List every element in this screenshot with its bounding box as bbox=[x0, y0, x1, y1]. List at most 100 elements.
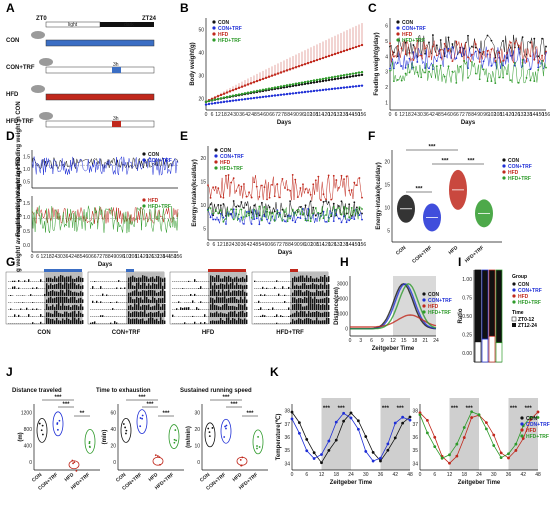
actogram-bar bbox=[50, 296, 52, 303]
panelI-bar-zt0 bbox=[481, 338, 489, 363]
actogram-bar bbox=[172, 314, 174, 317]
actogram-bar bbox=[312, 282, 314, 289]
panelK-right-ytick: 35 bbox=[412, 448, 418, 454]
actogram-bar bbox=[178, 301, 180, 303]
panelH-curve bbox=[350, 283, 437, 330]
actogram-bar bbox=[124, 287, 126, 289]
panelJ-point bbox=[125, 429, 128, 432]
actogram-bar bbox=[76, 277, 78, 282]
panelJ-category: CON bbox=[31, 472, 44, 484]
panelB-xtick: 0 bbox=[205, 112, 208, 118]
panelF-ylabel: Energy-intake(kcal/day) bbox=[376, 162, 382, 229]
group-label-3: HFD+TRF bbox=[6, 119, 34, 125]
actogram-bar bbox=[164, 320, 166, 324]
actogram-bar bbox=[318, 278, 320, 282]
actogram-bar bbox=[328, 289, 330, 296]
actogram-bar bbox=[96, 300, 98, 303]
panelH-xtick: 21 bbox=[422, 338, 428, 344]
actogram-bar bbox=[308, 284, 310, 289]
actogram-bar bbox=[314, 278, 316, 282]
actogram-bar bbox=[76, 319, 78, 324]
actogram-bar bbox=[164, 296, 166, 303]
actogram-bar bbox=[24, 280, 26, 282]
actogram-bar bbox=[224, 291, 226, 296]
actogram-bar bbox=[152, 282, 154, 289]
actogram-bar bbox=[128, 311, 130, 317]
actogram-bar bbox=[242, 299, 244, 303]
panelJ-category: CON bbox=[115, 472, 128, 484]
panelI-time-swatch bbox=[512, 323, 516, 327]
panelI-legend-item: CON bbox=[518, 282, 530, 288]
panelC-legend-item: CON bbox=[402, 20, 414, 26]
actogram-bar bbox=[214, 304, 216, 310]
actogram-bar bbox=[280, 315, 282, 317]
panelC-xtick: 108 bbox=[494, 112, 503, 118]
actogram-bar bbox=[162, 304, 164, 310]
panelB-series-contrf bbox=[205, 85, 363, 105]
actogram-bar bbox=[228, 289, 230, 296]
actogram-bar bbox=[158, 298, 160, 303]
actogram-bar bbox=[220, 292, 222, 296]
panelF-category: CON+TRF bbox=[411, 245, 433, 265]
actogram-bar bbox=[216, 311, 218, 317]
actogram-bar bbox=[228, 297, 230, 303]
panelJ-sig: *** bbox=[230, 402, 238, 408]
actogram-bar bbox=[148, 299, 150, 303]
actogram-bar bbox=[54, 297, 56, 303]
panelD-bottom-xtick: 36 bbox=[63, 254, 69, 260]
panelB-xtick: 78 bbox=[281, 112, 287, 118]
actogram-bar bbox=[140, 291, 142, 296]
panelJ-category: HFD bbox=[232, 472, 244, 483]
panelE-xtick: 90 bbox=[294, 242, 300, 248]
actogram-bar bbox=[136, 282, 138, 289]
panelC-series-contrf bbox=[389, 46, 547, 70]
actogram-bar bbox=[324, 275, 326, 282]
actogram-bar bbox=[76, 313, 78, 317]
panelC-ytick: 5 bbox=[385, 39, 388, 45]
actogram-bar bbox=[276, 280, 278, 282]
actogram-bar bbox=[224, 296, 226, 303]
panelK-dark-phase bbox=[380, 398, 410, 470]
actogram-bar bbox=[14, 280, 16, 282]
actogram-bar bbox=[306, 275, 308, 282]
actogram-bar bbox=[242, 285, 244, 289]
actogram-bar bbox=[94, 321, 96, 324]
actogram-bar bbox=[304, 318, 306, 324]
panelB-point bbox=[360, 43, 364, 47]
actogram-bar bbox=[78, 298, 80, 303]
actogram-bar bbox=[52, 304, 54, 310]
panelJ-category: HFD bbox=[148, 472, 160, 483]
panelD-bottom-xtick: 24 bbox=[52, 254, 58, 260]
actogram-bar bbox=[100, 301, 102, 303]
actogram-bar bbox=[316, 298, 318, 303]
actogram-bar bbox=[18, 314, 20, 317]
actogram-bar bbox=[156, 318, 158, 324]
panelC-xtick: 144 bbox=[530, 112, 539, 118]
panelJ-point bbox=[239, 459, 242, 461]
panelI-ytick: 0.75 bbox=[462, 296, 472, 302]
actogram-bar bbox=[80, 291, 82, 296]
actogram-bar bbox=[148, 289, 150, 296]
actogram-bar bbox=[292, 282, 294, 289]
panelJ-category: HFD bbox=[64, 472, 76, 483]
actogram-bar bbox=[60, 289, 62, 296]
panelC-xtick: 72 bbox=[459, 112, 465, 118]
actogram-bar bbox=[64, 311, 66, 317]
actogram-bar bbox=[60, 320, 62, 324]
actogram-bar bbox=[32, 316, 34, 317]
actogram-bar bbox=[158, 282, 160, 289]
actogram-bar bbox=[320, 312, 322, 317]
actogram-bar bbox=[146, 305, 148, 310]
panelE-legend-marker bbox=[214, 160, 218, 164]
actogram-bar bbox=[308, 318, 310, 324]
panelJ-point bbox=[241, 456, 244, 459]
panelD-bottom-legend-marker bbox=[142, 204, 146, 208]
actogram-bar bbox=[46, 312, 48, 317]
panelK-left-xtick: 36 bbox=[378, 472, 384, 478]
actogram-bar bbox=[246, 275, 248, 282]
actogram-bar bbox=[234, 290, 236, 296]
actogram-bar bbox=[14, 286, 16, 289]
panelC-xtick: 96 bbox=[483, 112, 489, 118]
panelJ-point bbox=[41, 433, 44, 436]
actogram-bar bbox=[322, 320, 324, 324]
